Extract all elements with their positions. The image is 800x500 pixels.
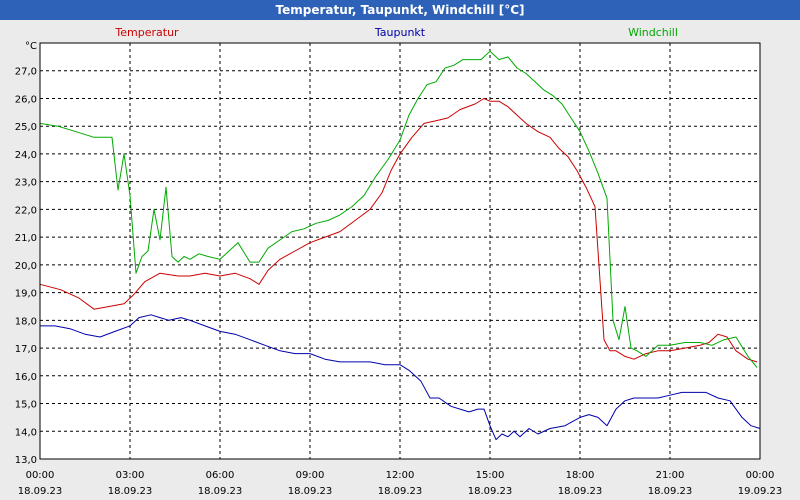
y-tick-label: 25,0 bbox=[15, 122, 37, 133]
y-tick-label: 20,0 bbox=[15, 261, 37, 272]
y-tick-label: 23,0 bbox=[15, 178, 37, 189]
chart-title: Temperatur, Taupunkt, Windchill [°C] bbox=[0, 0, 800, 20]
legend-temperatur: Temperatur bbox=[114, 26, 179, 39]
y-tick-label: 24,0 bbox=[15, 150, 37, 161]
series-line-temperatur bbox=[39, 98, 758, 363]
y-tick-label: 17,0 bbox=[15, 344, 37, 355]
y-tick-label: 13,0 bbox=[15, 455, 37, 466]
y-tick-label: 26,0 bbox=[15, 94, 37, 105]
legend-taupunkt: Taupunkt bbox=[374, 26, 426, 39]
y-tick-label: 27,0 bbox=[15, 67, 37, 78]
x-tick-time: 03:00 bbox=[116, 470, 145, 481]
x-tick-time: 00:00 bbox=[26, 470, 55, 481]
x-tick-date: 18.09.23 bbox=[18, 486, 63, 497]
x-tick-date: 18.09.23 bbox=[198, 486, 243, 497]
x-tick-time: 12:00 bbox=[386, 470, 415, 481]
x-tick-date: 19.09.23 bbox=[738, 486, 783, 497]
y-tick-label: 15,0 bbox=[15, 400, 37, 411]
x-tick-time: 15:00 bbox=[476, 470, 505, 481]
x-tick-date: 18.09.23 bbox=[378, 486, 423, 497]
x-axis-ticks: 00:00 18.09.23 03:00 18.09.23 06:00 18.09.23 0… bbox=[18, 470, 783, 497]
y-tick-label: 21,0 bbox=[15, 233, 37, 244]
series-group bbox=[39, 50, 761, 441]
x-tick-date: 18.09.23 bbox=[468, 486, 513, 497]
plot-border bbox=[39, 42, 761, 460]
y-axis-label: °C bbox=[25, 41, 37, 52]
x-tick-time: 18:00 bbox=[566, 470, 595, 481]
series-line-taupunkt bbox=[40, 314, 761, 441]
series-line-windchill bbox=[39, 50, 758, 368]
y-tick-label: 18,0 bbox=[15, 316, 37, 327]
x-tick-date: 18.09.23 bbox=[288, 486, 333, 497]
x-tick-time: 21:00 bbox=[656, 470, 685, 481]
plot-area bbox=[40, 43, 760, 459]
x-tick-date: 18.09.23 bbox=[648, 486, 693, 497]
x-tick-date: 18.09.23 bbox=[558, 486, 603, 497]
legend-windchill: Windchill bbox=[628, 26, 678, 39]
x-tick-date: 18.09.23 bbox=[108, 486, 153, 497]
y-tick-label: 14,0 bbox=[15, 427, 37, 438]
y-axis-ticks: 13,0 14,0 15,0 16,0 17,0 18,0 19,0 20,0 21,0 22,0… bbox=[15, 67, 37, 466]
y-tick-label: 22,0 bbox=[15, 205, 37, 216]
y-tick-label: 19,0 bbox=[15, 289, 37, 300]
x-tick-time: 06:00 bbox=[206, 470, 235, 481]
x-tick-time: 00:00 bbox=[746, 470, 775, 481]
y-tick-label: 16,0 bbox=[15, 372, 37, 383]
x-tick-time: 09:00 bbox=[296, 470, 325, 481]
